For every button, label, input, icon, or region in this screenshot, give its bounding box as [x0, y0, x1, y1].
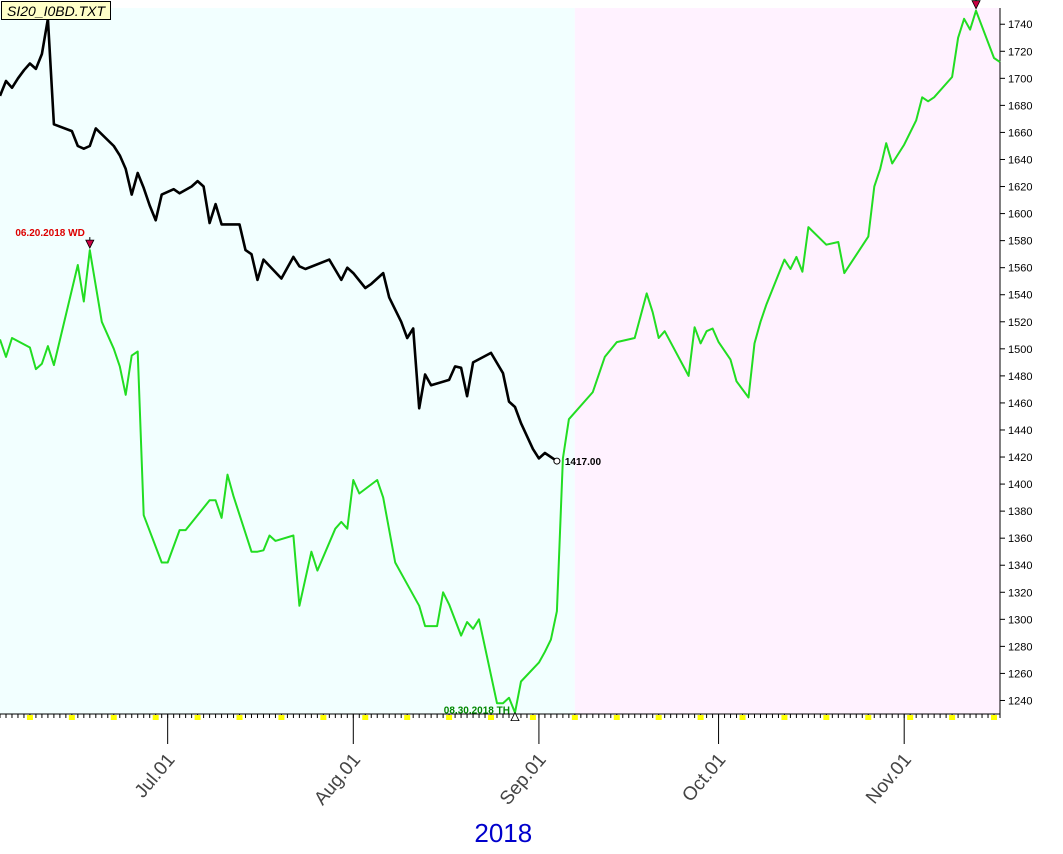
y-tick-label-1380: 1380 [1008, 506, 1032, 518]
x-week-marker [781, 715, 788, 720]
x-week-marker [991, 715, 998, 720]
y-tick-label-1500: 1500 [1008, 344, 1032, 356]
y-tick-label-1700: 1700 [1008, 73, 1032, 85]
y-tick-label-1320: 1320 [1008, 587, 1032, 599]
y-tick-label-1280: 1280 [1008, 641, 1032, 653]
last-value-marker [553, 457, 561, 465]
y-tick-label-1360: 1360 [1008, 533, 1032, 545]
x-tick-label-sep01: Sep.01 [496, 750, 551, 810]
y-tick-label-1740: 1740 [1008, 19, 1032, 31]
x-tick-label-nov01: Nov.01 [862, 750, 916, 809]
x-week-marker [404, 715, 411, 720]
black-series-line [0, 17, 558, 463]
x-week-marker [320, 715, 327, 720]
y-tick-label-1720: 1720 [1008, 46, 1032, 58]
y-tick-label-1660: 1660 [1008, 127, 1032, 139]
y-tick-label-1400: 1400 [1008, 479, 1032, 491]
x-tick-label-jul01: Jul.01 [131, 750, 180, 802]
x-week-marker [152, 715, 159, 720]
y-tick-label-1580: 1580 [1008, 236, 1032, 248]
x-week-marker [697, 715, 704, 720]
year-label: 2018 [474, 818, 532, 848]
x-week-marker [110, 715, 117, 720]
last-value-label: 1417.00 [565, 457, 602, 468]
x-week-marker [907, 715, 914, 720]
x-week-marker [488, 715, 495, 720]
x-week-marker [655, 715, 662, 720]
y-tick-label-1620: 1620 [1008, 182, 1032, 194]
x-week-marker [949, 715, 956, 720]
x-week-marker [236, 715, 243, 720]
y-tick-label-1460: 1460 [1008, 398, 1032, 410]
y-tick-label-1260: 1260 [1008, 668, 1032, 680]
y-tick-label-1680: 1680 [1008, 100, 1032, 112]
y-tick-label-1480: 1480 [1008, 371, 1032, 383]
x-week-marker [194, 715, 201, 720]
x-week-marker [739, 715, 746, 720]
y-tick-label-1300: 1300 [1008, 614, 1032, 626]
y-tick-label-1340: 1340 [1008, 560, 1032, 572]
x-week-marker [613, 715, 620, 720]
x-week-marker [446, 715, 453, 720]
x-tick-label-aug01: Aug.01 [310, 750, 365, 810]
shaded-region-1 [574, 8, 1000, 714]
x-week-marker [68, 715, 75, 720]
x-tick-label-oct01: Oct.01 [678, 750, 730, 806]
trough-annotation-1: 08.30.2018 TH [444, 706, 510, 717]
y-tick-label-1640: 1640 [1008, 154, 1032, 166]
x-week-marker [362, 715, 369, 720]
x-week-marker [529, 715, 536, 720]
y-tick-label-1600: 1600 [1008, 209, 1032, 221]
y-tick-label-1440: 1440 [1008, 425, 1032, 437]
x-week-marker [823, 715, 830, 720]
x-week-marker [571, 715, 578, 720]
y-tick-label-1520: 1520 [1008, 317, 1032, 329]
y-tick-label-1540: 1540 [1008, 290, 1032, 302]
file-label: SI20_I0BD.TXT [1, 1, 112, 20]
x-week-marker [865, 715, 872, 720]
peak-annotation-0: 06.20.2018 WD [15, 228, 85, 239]
y-tick-label-1560: 1560 [1008, 263, 1032, 275]
x-week-marker [278, 715, 285, 720]
x-week-marker [26, 715, 33, 720]
y-tick-label-1240: 1240 [1008, 695, 1032, 707]
trough-arrow-1 [510, 711, 520, 722]
green-series-line [0, 9, 1001, 714]
y-tick-label-1420: 1420 [1008, 452, 1032, 464]
peak-arrow-2 [971, 0, 981, 10]
shaded-region-0 [0, 8, 575, 714]
